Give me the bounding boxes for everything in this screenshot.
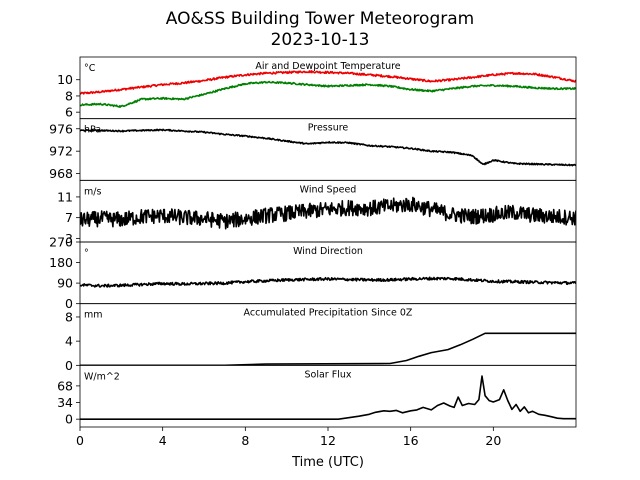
solar-unit-label: W/m^2 — [84, 371, 120, 382]
panel-pressure: 968 972 976 hPa Pressure — [49, 118, 577, 181]
panel-precip: 0 4 8 mm Accumulated Precipitation Since 0Z — [65, 303, 577, 373]
precip-y-tick-label: 0 — [65, 358, 73, 373]
x-tick-label: 12 — [320, 433, 336, 448]
temp-series-line-1 — [80, 80, 576, 108]
temp-series-line-0 — [80, 70, 576, 95]
wind_dir-y-tick-label: 180 — [49, 255, 73, 270]
x-tick-label: 8 — [241, 433, 249, 448]
x-tick-label: 20 — [485, 433, 501, 448]
wind_dir-panel-title: Wind Direction — [293, 246, 363, 257]
wind_dir-y-tick-label: 270 — [49, 235, 73, 250]
solar-series-line-0 — [80, 375, 576, 420]
panel-wind_speed: 3 7 11 m/s Wind Speed — [57, 179, 577, 246]
pressure-y-tick-label: 972 — [49, 144, 73, 159]
x-tick-label: 16 — [403, 433, 419, 448]
solar-y-tick-label: 34 — [57, 395, 73, 410]
pressure-series-line-0 — [80, 128, 576, 167]
temp-y-tick-label: 8 — [65, 88, 73, 103]
precip-y-tick-label: 4 — [65, 334, 73, 349]
panel-wind_dir: 0 90 180 270 ° Wind Direction — [49, 235, 577, 311]
figure-subtitle: 2023-10-13 — [271, 30, 370, 50]
panel-temp: 6 810 °C Air and Dewpoint Temperature — [57, 56, 577, 120]
wind_dir-y-tick-label: 90 — [57, 276, 73, 291]
temp-unit-label: °C — [84, 63, 96, 74]
temp-y-tick-label: 6 — [65, 105, 73, 120]
precip-panel-title: Accumulated Precipitation Since 0Z — [244, 308, 413, 319]
wind_dir-unit-label: ° — [84, 248, 89, 259]
precip-unit-label: mm — [84, 310, 103, 321]
wind_speed-series-line-0 — [80, 196, 576, 230]
x-tick-label: 0 — [76, 433, 84, 448]
x-tick-label: 4 — [159, 433, 167, 448]
temp-y-tick-label: 10 — [57, 72, 73, 87]
pressure-panel-title: Pressure — [308, 123, 349, 134]
figure-title: AO&SS Building Tower Meteorogram — [166, 9, 474, 29]
pressure-unit-label: hPa — [84, 125, 101, 136]
precip-series-line-0 — [80, 332, 576, 366]
wind_speed-y-tick-label: 11 — [57, 189, 73, 204]
x-axis-label: Time (UTC) — [291, 455, 364, 470]
wind_speed-y-tick-label: 7 — [65, 210, 73, 225]
wind_speed-unit-label: m/s — [84, 186, 101, 197]
precip-y-tick-label: 8 — [65, 309, 73, 324]
solar-panel-title: Solar Flux — [305, 369, 352, 380]
solar-y-tick-label: 0 — [65, 412, 73, 427]
wind_speed-panel-title: Wind Speed — [300, 184, 357, 195]
temp-panel-title: Air and Dewpoint Temperature — [255, 61, 400, 72]
pressure-y-tick-label: 968 — [49, 166, 73, 181]
solar-y-tick-label: 68 — [57, 378, 73, 393]
wind_speed-y-tick-label: 3 — [65, 231, 73, 246]
wind_dir-series-line-0 — [80, 276, 576, 288]
wind_dir-y-tick-label: 0 — [65, 296, 73, 311]
x-axis: 0 4 8 12 16 20 — [76, 427, 501, 448]
pressure-y-tick-label: 976 — [49, 121, 73, 136]
